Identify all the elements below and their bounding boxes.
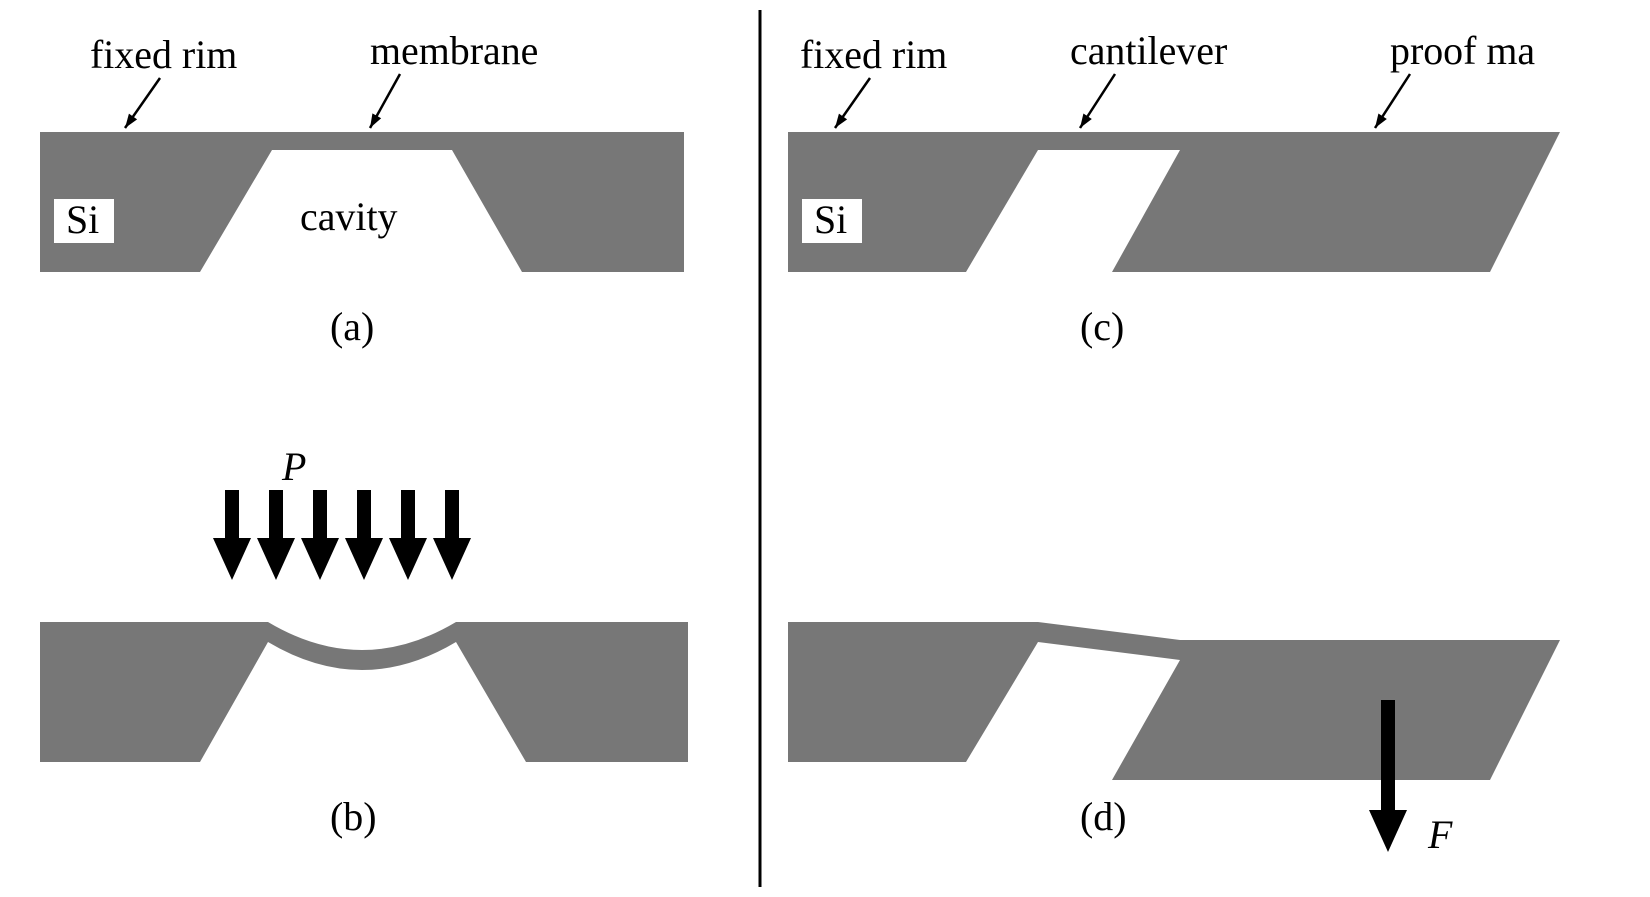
label-d-F: F [1427, 812, 1453, 857]
pressure-arrow-3-head [345, 538, 383, 580]
ptr-c-fixed-rim-head [835, 114, 847, 128]
pressure-arrow-1-head [257, 538, 295, 580]
pressure-arrow-4-head [389, 538, 427, 580]
panel-d-fixed-rim [788, 622, 1038, 762]
label-c-fixed-rim: fixed rim [800, 32, 947, 77]
caption-c: (c) [1080, 304, 1124, 349]
label-b-P: P [281, 444, 306, 489]
panel-b-silicon [40, 622, 688, 762]
caption-d: (d) [1080, 794, 1127, 839]
ptr-c-cantilever-head [1080, 114, 1092, 128]
ptr-a-membrane-head [370, 113, 381, 128]
panel-c-proof-mass [1112, 132, 1560, 272]
label-a-membrane: membrane [370, 28, 538, 73]
force-arrow-head [1369, 810, 1407, 852]
caption-a: (a) [330, 304, 374, 349]
label-a-cavity: cavity [300, 194, 398, 239]
caption-b: (b) [330, 794, 377, 839]
ptr-c-proof-mass-head [1375, 114, 1387, 128]
label-c-proof-mass: proof ma [1390, 28, 1535, 73]
pressure-arrow-0-head [213, 538, 251, 580]
panel-d-proof-mass [1112, 640, 1560, 780]
label-a-fixed-rim: fixed rim [90, 32, 237, 77]
label-c-cantilever: cantilever [1070, 28, 1227, 73]
label-c-si: Si [814, 197, 847, 242]
pressure-arrow-5-head [433, 538, 471, 580]
panel-d-cantilever [1038, 622, 1180, 660]
panel-c-cantilever [1038, 132, 1180, 150]
ptr-a-fixed-rim-head [125, 114, 137, 128]
label-a-si: Si [66, 197, 99, 242]
pressure-arrow-2-head [301, 538, 339, 580]
